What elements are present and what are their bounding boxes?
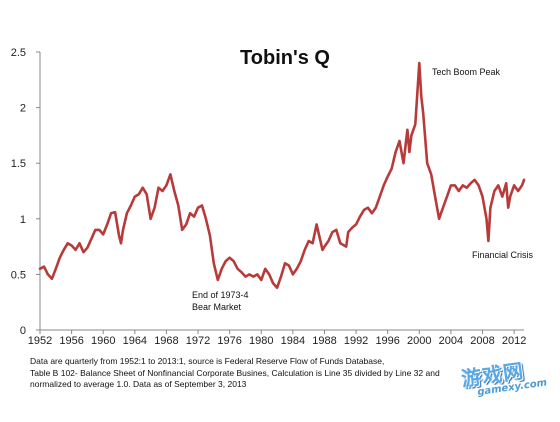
annotation-bear-market-line-2: Bear Market bbox=[192, 302, 242, 312]
series-line-tobins-q bbox=[38, 61, 526, 289]
x-tick-label: 1960 bbox=[91, 335, 115, 347]
x-tick-label: 1984 bbox=[281, 335, 305, 347]
x-tick-label: 1968 bbox=[154, 335, 178, 347]
annotation-tech-boom-peak: Tech Boom Peak bbox=[432, 67, 501, 77]
chart-title: Tobin's Q bbox=[240, 47, 330, 69]
x-tick-label: 1952 bbox=[28, 335, 52, 347]
y-tick-label: 2.5 bbox=[11, 47, 26, 59]
x-tick-label: 2004 bbox=[439, 335, 463, 347]
annotation-bear-market-line-1: End of 1973-4 bbox=[192, 290, 249, 300]
x-tick-label: 1972 bbox=[186, 335, 210, 347]
annotation-financial-crisis: Financial Crisis bbox=[472, 250, 534, 260]
y-tick-label: 0 bbox=[20, 325, 26, 337]
x-tick-label: 1964 bbox=[123, 335, 147, 347]
x-tick-label: 1988 bbox=[312, 335, 336, 347]
x-tick-label: 2012 bbox=[502, 335, 526, 347]
y-tick-labels: 0 0.5 1 1.5 2 2.5 bbox=[11, 47, 40, 337]
x-tick-label: 1992 bbox=[344, 335, 368, 347]
x-tick-label: 1980 bbox=[249, 335, 273, 347]
x-tick-label: 2008 bbox=[470, 335, 494, 347]
x-tick-labels: 1952 1956 1960 1964 1968 1972 1976 1980 1984 1988… bbox=[28, 330, 526, 347]
x-tick-label: 1996 bbox=[375, 335, 399, 347]
y-tick-label: 1 bbox=[20, 214, 26, 226]
x-tick-label: 2000 bbox=[407, 335, 431, 347]
footnote-line: Table B 102- Balance Sheet of Nonfinanci… bbox=[30, 367, 440, 378]
chart-footnote: Data are quarterly from 1952:1 to 2013:1… bbox=[30, 356, 450, 391]
y-tick-label: 1.5 bbox=[11, 158, 26, 170]
x-tick-label: 1956 bbox=[59, 335, 83, 347]
y-tick-label: 0.5 bbox=[11, 269, 26, 281]
x-tick-label: 1976 bbox=[217, 335, 241, 347]
axes bbox=[39, 52, 524, 331]
footnote-line: Data are quarterly from 1952:1 to 2013:1… bbox=[30, 356, 385, 366]
y-tick-label: 2 bbox=[20, 103, 26, 115]
footnote-line: normalized to average 1.0. Data as of Se… bbox=[30, 379, 247, 389]
